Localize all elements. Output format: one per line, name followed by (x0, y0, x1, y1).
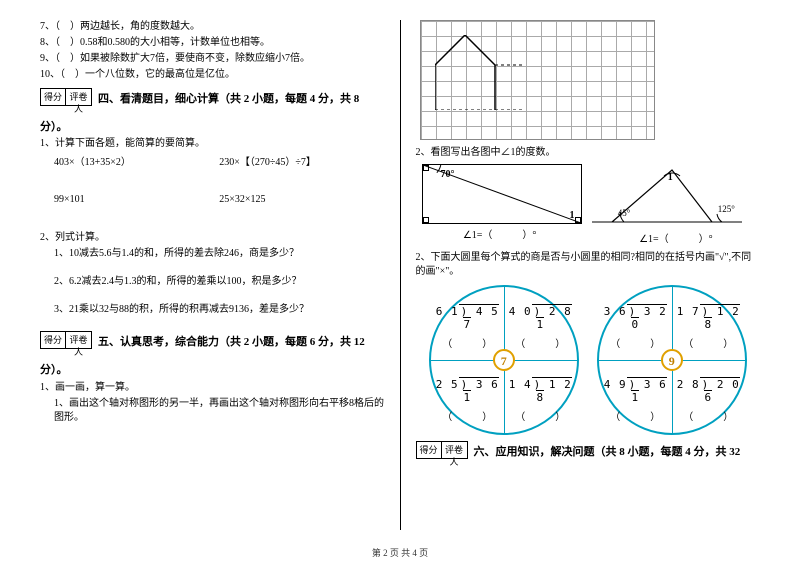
expr-2-tr: 1 7) 1 2 8 (672, 305, 745, 331)
expr-1-bl: 2 5) 3 6 1 (431, 378, 504, 404)
column-divider (400, 20, 401, 530)
expr-1-br: 1 4) 1 2 8 (504, 378, 577, 404)
s4-q2-1: 1、10减去5.6与1.4的和，所得的差去除246，商是多少？ (54, 247, 385, 261)
calc-2b: 25×32×125 (219, 194, 384, 205)
grid-figure (420, 20, 655, 140)
s5-q1-2: 2、看图写出各图中∠1的度数。 (416, 146, 761, 160)
question-8: 8、（ ）0.58和0.580的大小相等，计数单位也相等。 (40, 36, 385, 50)
label-125: 125° (718, 204, 735, 214)
label-angle-1b: 1 (668, 172, 673, 183)
paren-1-tl: （ ） (431, 335, 504, 350)
left-column: 7、（ ）两边越长，角的度数越大。 8、（ ）0.58和0.580的大小相等，计… (40, 20, 385, 530)
s5-q1-1: 1、画出这个轴对称图形的另一半，再画出这个轴对称图形向右平移8格后的图形。 (54, 397, 385, 425)
paren-1-bl: （ ） (431, 408, 504, 423)
calc-row-1: 403×（13+35×2） 230×【（270÷45）÷7】 (54, 153, 385, 168)
score-cell-grader: 评卷人 (66, 88, 92, 106)
score-box-5: 得分 评卷人 五、认真思考，综合能力（共 2 小题，每题 6 分，共 12 (40, 331, 385, 349)
venn-2-tr: 1 7) 1 2 8 （ ） (672, 287, 745, 360)
right-angle-mark-br (575, 217, 581, 223)
right-angle-mark-bl (423, 217, 429, 223)
section-5-title: 五、认真思考，综合能力（共 2 小题，每题 6 分，共 12 (98, 333, 365, 349)
paren-2-br: （ ） (672, 408, 745, 423)
score-box-6: 得分 评卷人 六、应用知识，解决问题（共 8 小题，每题 4 分，共 32 (416, 441, 761, 459)
s4-q2: 2、列式计算。 (40, 231, 385, 245)
venn-1-tl: 6 1) 4 5 7 （ ） (431, 287, 504, 360)
venn-2-tl: 3 6) 3 2 0 （ ） (599, 287, 672, 360)
section-4-title: 四、看清题目，细心计算（共 2 小题，每题 4 分，共 8 (98, 90, 359, 106)
s4-q2-3: 3、21乘以32与88的积，所得的积再减去9136，差是多少？ (54, 303, 385, 317)
rect-angle-figure: 70° 1 (422, 164, 582, 224)
paren-2-tl: （ ） (599, 335, 672, 350)
paren-2-tr: （ ） (672, 335, 745, 350)
section-4-tail: 分）。 (40, 120, 385, 135)
question-7: 7、（ ）两边越长，角的度数越大。 (40, 20, 385, 34)
venn-1: 7 6 1) 4 5 7 （ ） 4 0) 2 8 1 （ ） 2 5) 3 6… (429, 285, 579, 435)
angle-diagrams: 70° 1 ∠1=（ ）° 1 (416, 164, 761, 245)
paren-2-bl: （ ） (599, 408, 672, 423)
expr-2-bl: 4 9) 3 6 1 (599, 378, 672, 404)
page-container: 7、（ ）两边越长，角的度数越大。 8、（ ）0.58和0.580的大小相等，计… (0, 0, 800, 540)
expr-2-br: 2 8) 2 0 6 (672, 378, 745, 404)
page-footer: 第 2 页 共 4 页 (0, 546, 800, 559)
score-cell-grader-6: 评卷人 (442, 441, 468, 459)
right-column: 2、看图写出各图中∠1的度数。 70° 1 ∠1=（ ）° (416, 20, 761, 530)
venn-2-bl: 4 9) 3 6 1 （ ） (599, 360, 672, 433)
grid-shape-icon (435, 35, 525, 110)
angle-box-2: 1 45° 125° ∠1=（ ）° (592, 164, 760, 245)
angle-box-1: 70° 1 ∠1=（ ）° (416, 164, 584, 245)
s5-q1: 1、画一画，算一算。 (40, 381, 385, 395)
venn-2-br: 2 8) 2 0 6 （ ） (672, 360, 745, 433)
venn-1-tr: 4 0) 2 8 1 （ ） (504, 287, 577, 360)
paren-1-tr: （ ） (504, 335, 577, 350)
venn-2: 9 3 6) 3 2 0 （ ） 1 7) 1 2 8 （ ） 4 9) 3 6… (597, 285, 747, 435)
question-9: 9、（ ）如果被除数扩大7倍，要使商不变，除数应缩小7倍。 (40, 52, 385, 66)
section-6-title: 六、应用知识，解决问题（共 8 小题，每题 4 分，共 32 (474, 443, 741, 459)
s5-q2: 2、下面大圆里每个算式的商是否与小圆里的相同?相同的在括号内画"√",不同的画"… (416, 251, 761, 279)
paren-1-br: （ ） (504, 408, 577, 423)
score-cell-score-6: 得分 (416, 441, 442, 459)
label-70: 70° (441, 169, 455, 180)
triangle-icon (592, 164, 742, 228)
score-cell-score-5: 得分 (40, 331, 66, 349)
expr-1-tr: 4 0) 2 8 1 (504, 305, 577, 331)
label-45: 45° (618, 208, 631, 218)
s4-q2-2: 2、6.2减去2.4与1.3的和，所得的差乘以100，积是多少？ (54, 275, 385, 289)
calc-1a: 403×（13+35×2） (54, 153, 219, 168)
answer-2: ∠1=（ ）° (592, 230, 760, 245)
venn-1-bl: 2 5) 3 6 1 （ ） (431, 360, 504, 433)
calc-1b: 230×【（270÷45）÷7】 (219, 153, 384, 168)
section-5-tail: 分）。 (40, 363, 385, 378)
right-angle-mark-tl (423, 165, 429, 171)
question-10: 10、（ ）一个八位数，它的最高位是亿位。 (40, 68, 385, 82)
tri-angle-figure: 1 45° 125° (592, 164, 742, 228)
score-box-4: 得分 评卷人 四、看清题目，细心计算（共 2 小题，每题 4 分，共 8 (40, 88, 385, 106)
s4-q1: 1、计算下面各题，能简算的要简算。 (40, 137, 385, 151)
score-cell-score: 得分 (40, 88, 66, 106)
venn-1-br: 1 4) 1 2 8 （ ） (504, 360, 577, 433)
venn-row: 7 6 1) 4 5 7 （ ） 4 0) 2 8 1 （ ） 2 5) 3 6… (416, 285, 761, 435)
calc-row-2: 99×101 25×32×125 (54, 194, 385, 205)
score-cell-grader-5: 评卷人 (66, 331, 92, 349)
expr-2-tl: 3 6) 3 2 0 (599, 305, 672, 331)
answer-1: ∠1=（ ）° (416, 226, 584, 241)
expr-1-tl: 6 1) 4 5 7 (431, 305, 504, 331)
calc-2a: 99×101 (54, 194, 219, 205)
